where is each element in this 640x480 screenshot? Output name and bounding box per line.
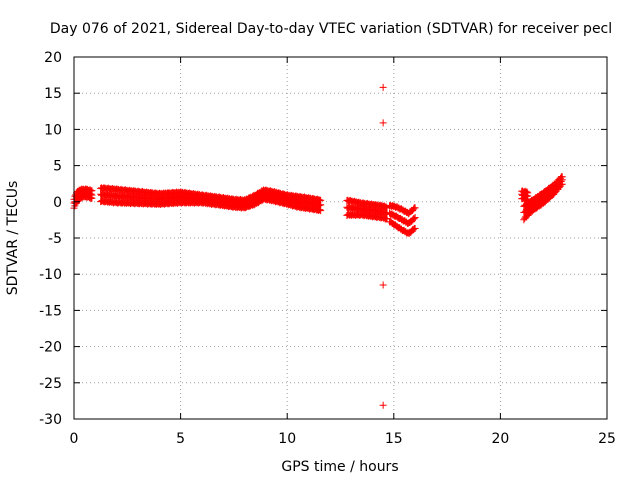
data-point [558,173,566,181]
data-point [411,204,419,212]
data-point [410,215,418,223]
axis-ticks: -30 -25 -20 -15 -10 -5 0 5 10 15 20 0 5 10 15 20 25 [39,50,616,447]
y-tick-label: 20 [44,50,62,66]
data-point [86,186,94,194]
x-tick-label: 5 [176,431,185,447]
data-segment [343,196,391,223]
x-axis-label: GPS time / hours [281,459,398,475]
chart-title: Day 076 of 2021, Sidereal Day-to-day VTE… [50,21,612,37]
y-tick-label: -10 [39,267,62,283]
grid [74,57,607,419]
data-segment [386,201,419,238]
x-tick-label: 25 [598,431,616,447]
data-point [523,188,531,196]
data-point [524,189,532,197]
plot-frame [73,56,608,420]
outlier-point [379,401,387,409]
y-tick-label: 15 [44,86,62,102]
data-point [317,196,325,204]
y-tick-label: 5 [53,159,62,175]
x-tick-label: 0 [70,431,79,447]
y-tick-label: -5 [48,231,62,247]
data-point [317,207,325,215]
y-tick-label: 0 [53,195,62,211]
data-point [409,226,417,234]
outlier-point [379,119,387,127]
x-tick-label: 15 [385,431,403,447]
data-point [88,187,96,195]
data-segment [97,184,325,215]
y-axis-label: SDTVAR / TECUs [5,181,21,296]
data-point [411,224,419,232]
outlier-point [379,281,387,289]
data-point [557,174,565,182]
data-segment [520,173,566,224]
x-tick-label: 10 [278,431,296,447]
y-tick-label: -25 [39,376,62,392]
y-tick-label: -15 [39,303,62,319]
data-points [70,83,566,409]
data-point [315,196,323,204]
data-point [409,205,417,213]
outlier-point [379,83,387,91]
data-point [411,213,419,221]
y-tick-label: -30 [39,412,62,428]
y-tick-label: 10 [44,122,62,138]
y-tick-label: -20 [39,340,62,356]
data-segment [518,187,532,204]
x-tick-label: 20 [491,431,509,447]
